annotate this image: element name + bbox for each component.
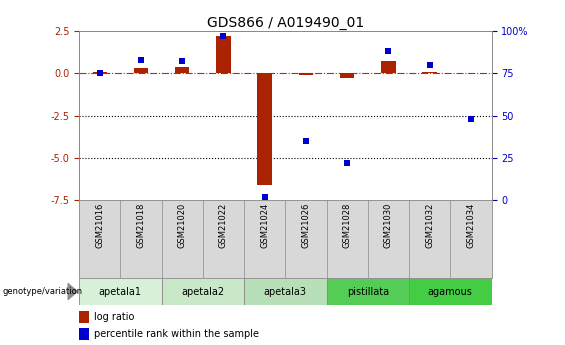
Text: apetala1: apetala1 [99,287,142,296]
Bar [175,67,189,73]
Bar [93,72,107,73]
Text: genotype/variation: genotype/variation [3,287,83,296]
Bar [381,61,395,73]
Bar [258,73,272,185]
Bar [162,278,244,305]
Bar [79,310,89,323]
Bar [79,278,162,305]
Bar [327,278,409,305]
Text: GSM21034: GSM21034 [467,203,475,248]
Text: GSM21030: GSM21030 [384,203,393,248]
Bar [244,278,327,305]
Text: GSM21016: GSM21016 [95,203,104,248]
Text: GSM21026: GSM21026 [302,203,310,248]
Text: GSM21018: GSM21018 [137,203,145,248]
Bar [216,36,231,73]
Bar [409,278,492,305]
Text: percentile rank within the sample: percentile rank within the sample [94,329,259,339]
Text: GSM21032: GSM21032 [425,203,434,248]
Text: GSM21022: GSM21022 [219,203,228,248]
Bar [134,68,148,73]
Text: GSM21020: GSM21020 [178,203,186,248]
Bar [79,328,89,340]
Text: GSM21024: GSM21024 [260,203,269,248]
Title: GDS866 / A019490_01: GDS866 / A019490_01 [207,16,364,30]
Bar [423,72,437,73]
Text: apetala3: apetala3 [264,287,307,296]
Text: GSM21028: GSM21028 [343,203,351,248]
Bar [299,73,313,75]
Text: pistillata: pistillata [347,287,389,296]
Text: agamous: agamous [428,287,473,296]
Bar [340,73,354,78]
Text: log ratio: log ratio [94,312,134,322]
Text: apetala2: apetala2 [181,287,224,296]
Polygon shape [68,283,78,300]
